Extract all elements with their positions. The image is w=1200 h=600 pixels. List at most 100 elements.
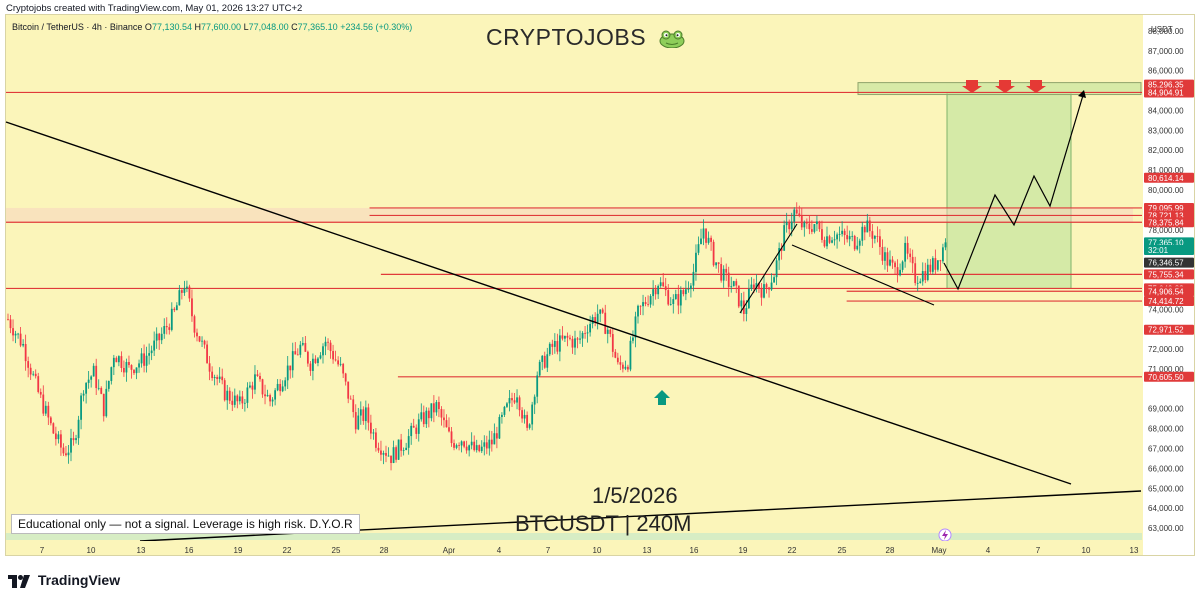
time-tick-label: 10 bbox=[87, 546, 96, 555]
candle-body bbox=[803, 222, 806, 228]
candle-body bbox=[732, 281, 735, 287]
price-badge-label: 84,904.91 bbox=[1148, 88, 1184, 97]
price-tick-label: 81,000.00 bbox=[1148, 166, 1184, 175]
price-badge bbox=[1144, 371, 1194, 382]
candle-body bbox=[909, 253, 912, 257]
candle-body bbox=[634, 316, 637, 338]
candle-body bbox=[695, 252, 697, 272]
time-tick-label: 7 bbox=[40, 546, 45, 555]
candle-body bbox=[541, 355, 544, 362]
candle-body bbox=[407, 436, 410, 448]
candle-body bbox=[700, 238, 702, 245]
candle-body bbox=[453, 443, 455, 448]
candle-body bbox=[896, 267, 899, 276]
candle-body bbox=[145, 355, 148, 366]
candle-body bbox=[87, 379, 90, 383]
candle-body bbox=[372, 432, 375, 434]
candle-body bbox=[188, 286, 191, 299]
price-badge-label: 75,755.34 bbox=[1148, 270, 1184, 279]
candle-body bbox=[773, 277, 775, 283]
candle-body bbox=[473, 441, 476, 451]
candle-body bbox=[516, 397, 518, 403]
candle-body bbox=[72, 438, 75, 441]
candle-body bbox=[621, 364, 624, 369]
candle-body bbox=[80, 395, 82, 420]
candle-body bbox=[178, 290, 181, 306]
candle-body bbox=[755, 283, 758, 288]
candle-body bbox=[788, 221, 791, 230]
candle-body bbox=[591, 317, 594, 324]
candle-body bbox=[876, 235, 879, 237]
trendline-descending bbox=[5, 121, 1072, 485]
candle-body bbox=[60, 434, 62, 448]
channel-line bbox=[739, 223, 798, 314]
candle-body bbox=[571, 338, 574, 348]
candle-body bbox=[924, 271, 927, 281]
candle-body bbox=[7, 319, 9, 321]
candle-body bbox=[810, 229, 813, 232]
candle-body bbox=[632, 337, 634, 341]
candle-body bbox=[906, 242, 909, 254]
candle-body bbox=[690, 285, 692, 289]
candle-body bbox=[17, 333, 19, 335]
candle-body bbox=[450, 431, 453, 444]
lightning-icon bbox=[938, 528, 952, 542]
level-lines bbox=[6, 91, 1142, 378]
candle-body bbox=[211, 371, 214, 379]
candle-body bbox=[687, 288, 690, 290]
candle-body bbox=[513, 400, 516, 403]
candle-body bbox=[362, 409, 365, 422]
candle-body bbox=[775, 260, 778, 278]
price-tick-label: 65,000.00 bbox=[1148, 484, 1184, 493]
candle-body bbox=[684, 289, 687, 295]
candle-body bbox=[894, 262, 896, 268]
candle-body bbox=[616, 357, 619, 363]
price-badge-label: 79,095.99 bbox=[1148, 204, 1184, 213]
candle-body bbox=[919, 281, 922, 283]
candle-body bbox=[642, 302, 644, 307]
chart-watermark: CRYPTOJOBS bbox=[486, 24, 685, 51]
candle-body bbox=[412, 425, 415, 428]
candle-body bbox=[158, 333, 161, 341]
candle-body bbox=[926, 264, 929, 281]
time-tick-label: 4 bbox=[986, 546, 991, 555]
candle-body bbox=[170, 308, 173, 330]
candle-body bbox=[387, 455, 390, 457]
candle-body bbox=[377, 447, 380, 451]
candle-body bbox=[309, 363, 312, 371]
time-tick-label: 19 bbox=[234, 546, 243, 555]
candle-body bbox=[198, 336, 201, 342]
candle-body bbox=[186, 286, 188, 289]
candle-body bbox=[556, 341, 559, 352]
candle-body bbox=[667, 290, 670, 305]
candle-body bbox=[367, 407, 370, 423]
candle-body bbox=[349, 398, 352, 400]
time-tick-label: 25 bbox=[332, 546, 341, 555]
candle-body bbox=[427, 410, 430, 419]
candle-body bbox=[168, 327, 171, 330]
candle-body bbox=[294, 351, 297, 355]
price-tick-label: 83,000.00 bbox=[1148, 126, 1184, 135]
candle-body bbox=[208, 363, 211, 372]
candle-body bbox=[495, 433, 498, 439]
currency-label: USDT bbox=[1151, 25, 1173, 34]
candle-body bbox=[705, 228, 707, 243]
candle-body bbox=[218, 376, 221, 380]
candle-body bbox=[478, 445, 481, 452]
tradingview-logo[interactable]: TradingView bbox=[8, 572, 120, 588]
candle-body bbox=[644, 302, 647, 305]
candle-body bbox=[914, 263, 917, 284]
price-tick-label: 82,000.00 bbox=[1148, 146, 1184, 155]
candle-body bbox=[125, 362, 128, 373]
candle-body bbox=[677, 294, 680, 306]
time-tick-label: 13 bbox=[643, 546, 652, 555]
candle-body bbox=[233, 395, 236, 405]
candle-body bbox=[944, 242, 947, 248]
candle-body bbox=[49, 417, 52, 424]
candle-body bbox=[153, 340, 156, 351]
candle-body bbox=[339, 363, 342, 365]
candle-body bbox=[511, 398, 513, 401]
candle-body bbox=[138, 363, 140, 368]
candle-body bbox=[342, 363, 345, 374]
